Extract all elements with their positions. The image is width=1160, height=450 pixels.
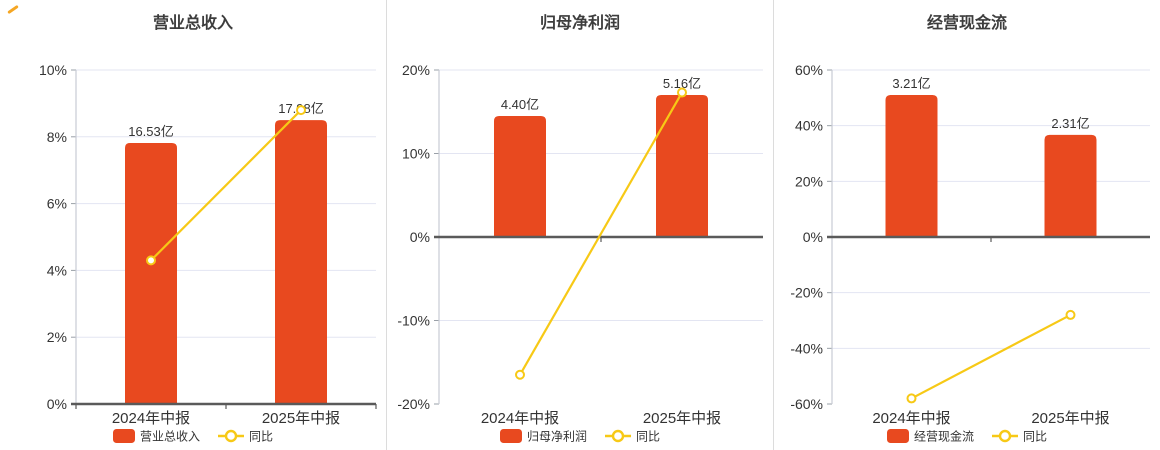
chart-canvas-2: 60% 40% 20% 0% -20% -40% -60% 3.21亿 2.31亿 2024年中报…: [790, 13, 1150, 444]
legend-line-marker: [611, 429, 625, 443]
bar-2025[interactable]: [275, 120, 327, 404]
yoy-marker-2024[interactable]: [906, 393, 917, 404]
legend-line-marker: [224, 429, 238, 443]
chart-title: 经营现金流: [927, 13, 1007, 32]
yoy-marker-2025[interactable]: [296, 105, 306, 116]
bar-2024[interactable]: [125, 142, 177, 404]
bar-value-label: 5.16亿: [663, 76, 701, 91]
legend-bar-swatch: [500, 429, 522, 443]
y-tick-label: 0%: [410, 229, 430, 245]
y-tick-label: -20%: [397, 396, 430, 412]
legend-item-line[interactable]: 同比: [218, 430, 273, 444]
yoy-line: [150, 109, 302, 262]
x-category-label: 2024年中报: [481, 410, 559, 427]
legend-line-label: 同比: [249, 430, 273, 444]
y-tick-label: 10%: [39, 62, 67, 78]
legend-item-line[interactable]: 同比: [605, 430, 660, 444]
legend-item-bar[interactable]: 经营现金流: [887, 429, 974, 444]
y-tick-label: 6%: [47, 196, 67, 212]
x-category-label: 2024年中报: [872, 410, 950, 427]
chart-panel-cash-flow: 60% 40% 20% 0% -20% -40% -60% 3.21亿 2.31亿 2024年中报…: [773, 0, 1160, 450]
y-tick-label: 20%: [402, 62, 430, 78]
y-tick-label: 4%: [47, 262, 67, 278]
legend-line-label: 同比: [1023, 430, 1047, 444]
yoy-line: [910, 313, 1072, 400]
y-tick-label: 0%: [47, 396, 67, 412]
chart-title: 营业总收入: [153, 13, 233, 32]
yoy-marker-2024[interactable]: [515, 369, 525, 380]
x-category-label: 2025年中报: [1031, 410, 1109, 427]
legend-bar-label: 营业总收入: [140, 430, 200, 444]
bar-value-label: 4.40亿: [501, 97, 539, 112]
x-category-label: 2024年中报: [112, 410, 190, 427]
y-tick-label: 60%: [795, 62, 823, 78]
y-tick-label: 20%: [795, 173, 823, 189]
yoy-marker-2024[interactable]: [146, 255, 156, 266]
y-tick-label: 10%: [402, 146, 430, 162]
y-tick-label: 0%: [803, 229, 823, 245]
bar-2025[interactable]: [656, 95, 708, 237]
chart-canvas-0: 10%8%6%4%2%0%16.53亿17.98亿2024年中报2025年中报营…: [39, 13, 377, 444]
y-tick-label: 8%: [47, 129, 67, 145]
bar-value-label: 16.53亿: [128, 124, 174, 139]
chart-canvas-1: 20% 10% 0% -10% -20% 4.40亿 5.16亿 2024年中报 2025年中报…: [397, 13, 763, 444]
legend-bar-label: 归母净利润: [527, 430, 587, 444]
legend-item-bar[interactable]: 营业总收入: [113, 429, 200, 444]
yoy-line: [519, 91, 683, 376]
y-tick-label: -10%: [397, 313, 430, 329]
chart-panel-net-profit: 20% 10% 0% -10% -20% 4.40亿 5.16亿 2024年中报 2025年中报…: [386, 0, 773, 450]
legend-line-label: 同比: [636, 430, 660, 444]
bar-value-label: 2.31亿: [1051, 116, 1089, 131]
chart-panel-revenue: 10%8%6%4%2%0%16.53亿17.98亿2024年中报2025年中报营…: [0, 0, 386, 450]
yoy-marker-2025[interactable]: [1065, 309, 1076, 320]
legend-bar-swatch: [113, 429, 135, 443]
legend-item-line[interactable]: 同比: [992, 430, 1047, 444]
legend-bar-swatch: [887, 429, 909, 443]
y-tick-label: -60%: [790, 396, 823, 412]
bar-2024[interactable]: [494, 115, 546, 237]
x-category-label: 2025年中报: [262, 410, 340, 427]
y-tick-label: -20%: [790, 285, 823, 301]
y-tick-label: 40%: [795, 118, 823, 134]
bar-2024[interactable]: [885, 95, 938, 237]
chart-title: 归母净利润: [540, 13, 620, 32]
bar-value-label: 3.21亿: [892, 76, 930, 91]
legend-item-bar[interactable]: 归母净利润: [500, 429, 587, 444]
y-tick-label: -40%: [790, 340, 823, 356]
legend-line-marker: [998, 429, 1012, 443]
bar-2025[interactable]: [1044, 134, 1097, 237]
x-category-label: 2025年中报: [643, 410, 721, 427]
y-tick-label: 2%: [47, 329, 67, 345]
yoy-marker-2025[interactable]: [677, 87, 687, 98]
legend-bar-label: 经营现金流: [914, 429, 974, 444]
